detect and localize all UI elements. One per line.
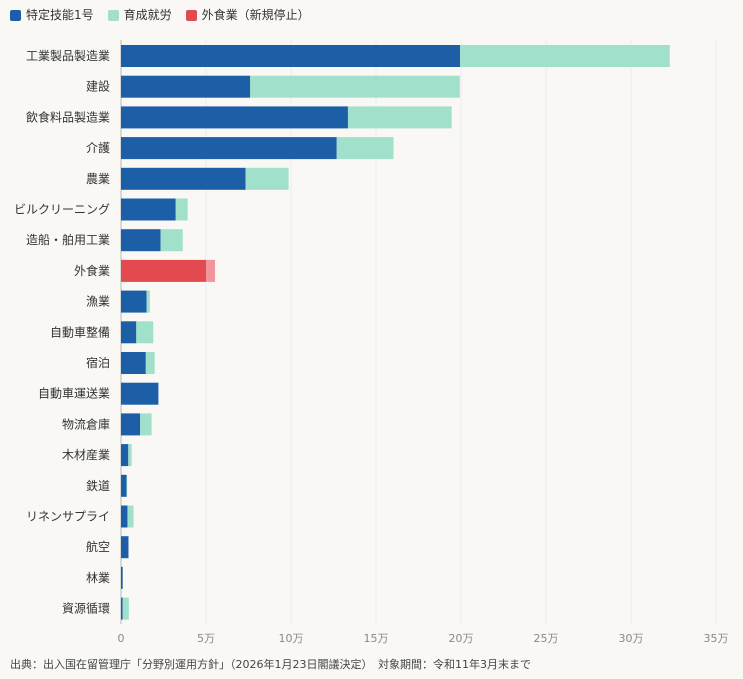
bar-ikusei <box>128 444 132 467</box>
bar-tokutei <box>121 259 206 282</box>
category-label: 介護 <box>86 140 110 155</box>
bar-tokutei <box>121 229 161 252</box>
x-tick-label: 15万 <box>364 632 389 645</box>
legend-item-gaishoku: 外食業（新規停止） <box>185 7 310 23</box>
bar-tokutei <box>121 137 337 160</box>
category-label: 自動車運送業 <box>38 386 110 401</box>
bar-tokutei <box>121 566 123 589</box>
category-label: 木材産業 <box>62 447 110 462</box>
bar-tokutei <box>121 198 176 221</box>
x-axis: 0 5万 10万 15万 20万 25万 30万 35万 <box>118 632 729 645</box>
bar-tokutei <box>121 382 159 405</box>
category-label: 飲食料品製造業 <box>26 109 110 124</box>
source-note: 出典：出入国在留管理庁「分野別運用方針」（2026年1月23日閣議決定） 対象期… <box>10 658 531 671</box>
x-tick-label: 35万 <box>704 632 729 645</box>
bar-ikusei <box>460 45 670 67</box>
bar-tokutei <box>121 45 461 67</box>
legend-label-ikusei: 育成就労 <box>123 8 172 22</box>
x-tick-label: 20万 <box>449 632 474 645</box>
bars <box>121 45 670 620</box>
bar-tokutei <box>121 321 137 344</box>
bar-ikusei <box>136 321 154 344</box>
legend-swatch-gaishoku <box>185 9 197 21</box>
x-tick-label: 30万 <box>619 632 644 645</box>
bar-tokutei <box>121 167 246 190</box>
category-label: 工業製品製造業 <box>26 49 110 63</box>
category-label: 航空 <box>86 539 110 554</box>
category-labels: 工業製品製造業建設飲食料品製造業介護農業ビルクリーニング造船・舶用工業外食業漁業… <box>14 49 110 616</box>
legend-item-ikusei: 育成就労 <box>107 7 172 23</box>
bar-tokutei <box>121 290 147 313</box>
category-label: 漁業 <box>86 295 110 309</box>
bar-tokutei <box>121 597 123 620</box>
x-tick-label: 5万 <box>197 632 215 645</box>
category-label: 外食業 <box>74 263 110 278</box>
x-tick-label: 10万 <box>279 632 304 645</box>
category-label: 物流倉庫 <box>62 416 110 431</box>
bar-ikusei <box>146 290 150 313</box>
bar-ikusei <box>122 597 129 620</box>
category-label: 宿泊 <box>86 355 110 370</box>
chart-legend: 特定技能1号 育成就労 外食業（新規停止） <box>10 7 310 23</box>
x-tick-label: 25万 <box>534 632 559 645</box>
legend-label-gaishoku: 外食業（新規停止） <box>201 8 310 22</box>
bar-tokutei <box>121 106 348 129</box>
bar-ikusei <box>145 352 155 374</box>
bar-tokutei <box>121 352 146 374</box>
legend-label-tokutei: 特定技能1号 <box>26 8 94 22</box>
category-label: 鉄道 <box>86 478 110 493</box>
bar-ikusei <box>140 413 152 436</box>
category-label: 林業 <box>86 571 110 585</box>
bar-tokutei <box>121 474 127 497</box>
bar-ikusei <box>347 106 452 129</box>
category-label: リネンサプライ <box>26 510 110 524</box>
legend-swatch-ikusei <box>107 9 119 21</box>
x-tick-label: 0 <box>118 632 125 645</box>
legend-swatch-tokutei <box>10 9 21 21</box>
category-label: 資源循環 <box>62 602 110 616</box>
bar-tokutei <box>121 413 141 436</box>
bar-ikusei <box>245 167 289 190</box>
bar-ikusei <box>160 229 183 252</box>
bar-tokutei <box>121 444 129 467</box>
bar-ikusei <box>127 505 134 528</box>
category-label: 造船・舶用工業 <box>26 232 110 247</box>
bar-ikusei <box>175 198 188 221</box>
bar-ikusei <box>206 259 216 282</box>
category-label: 自動車整備 <box>50 324 110 339</box>
category-label: ビルクリーニング <box>14 203 110 217</box>
legend-item-tokutei: 特定技能1号 <box>10 7 94 23</box>
bar-ikusei <box>250 75 460 98</box>
category-label: 農業 <box>86 172 110 186</box>
grid-lines <box>120 40 717 624</box>
bar-ikusei <box>336 137 394 160</box>
bar-tokutei <box>121 505 128 528</box>
bar-tokutei <box>121 536 129 559</box>
bar-ikusei <box>126 474 128 497</box>
category-label: 建設 <box>86 79 110 94</box>
bar-tokutei <box>121 75 251 98</box>
